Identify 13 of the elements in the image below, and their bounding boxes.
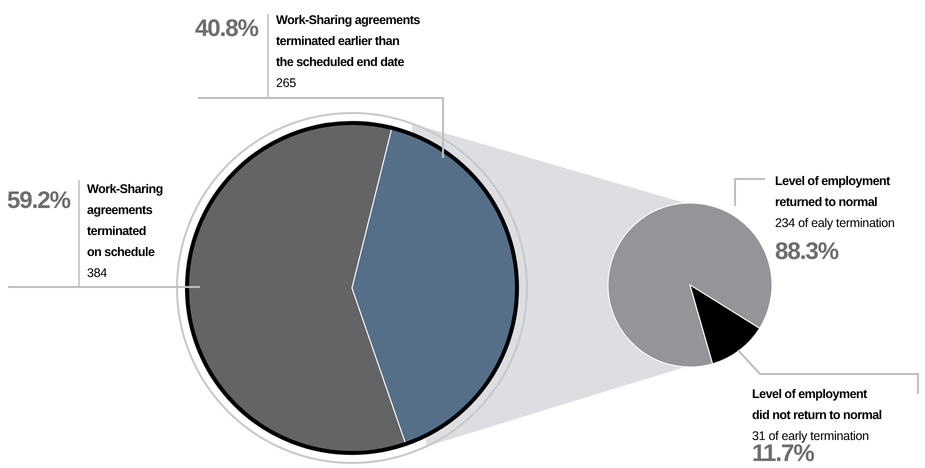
data-label: 384 [87,266,108,280]
pie-slice [690,284,760,364]
data-label: 234 of ealy termination [775,216,895,230]
text: 88.3% [775,238,839,265]
data-label: 31 of early termination [752,429,870,443]
slice-label: Work-Sharing agreements terminated on schedule [87,182,163,259]
slice-label: Work-Sharing agreements terminated earlier than the scheduled end date [276,13,420,69]
data-label: 265 [276,76,296,90]
text: 40.8% [194,15,259,42]
slice-label: Level of employment returned to normal [775,174,892,209]
pie-slice [608,202,772,368]
text: 59.2% [6,187,71,214]
slice-label: Level of employment did not return to normal [752,387,882,422]
